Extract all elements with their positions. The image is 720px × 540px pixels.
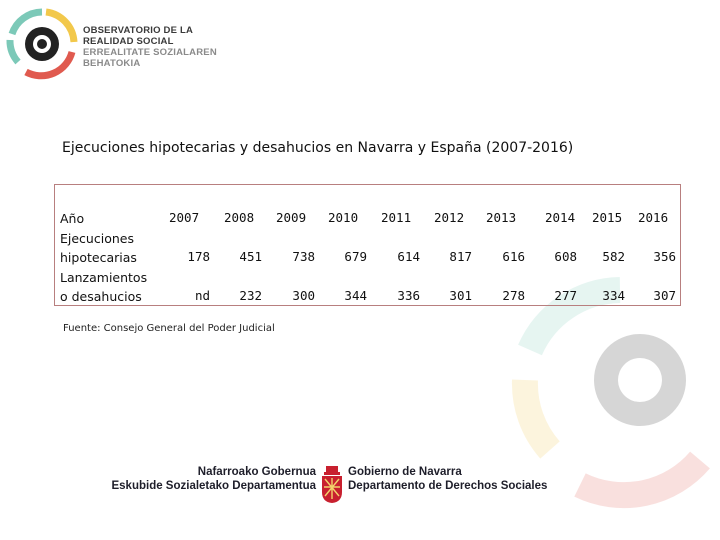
table-cell: 307 [653,288,676,303]
year-cell: 2010 [328,210,359,225]
table-cell: 451 [239,249,262,264]
year-cell: 2008 [224,210,255,225]
footer-right-line-2: Departamento de Derechos Sociales [348,480,548,492]
org-line-2: REALIDAD SOCIAL [83,36,174,47]
watermark-logo-icon [511,277,710,509]
table-cell: 608 [554,249,577,264]
year-cell: 2015 [592,210,623,225]
org-line-4: BEHATOKIA [83,58,141,69]
table-cell: 679 [344,249,367,264]
table-cell: 616 [502,249,525,264]
page-title: Ejecuciones hipotecarias y desahucios en… [62,140,574,156]
organization-name: OBSERVATORIO DE LA REALIDAD SOCIAL ERREA… [83,25,217,69]
year-cell: 2007 [169,210,200,225]
table-cell: 614 [397,249,420,264]
row-label-ejecuciones-2: hipotecarias [60,250,137,265]
footer-right-line-1: Gobierno de Navarra [348,466,462,478]
table-cell: 178 [187,249,210,264]
table-cell: 344 [344,288,367,303]
table-cell: 356 [653,249,676,264]
table-cell: 336 [397,288,420,303]
table-cell: 301 [449,288,472,303]
footer-left-line-1: Nafarroako Gobernua [197,466,316,478]
table-cell: 300 [292,288,315,303]
year-cell: 2014 [545,210,576,225]
year-cell: 2009 [276,210,307,225]
year-cell: 2013 [486,210,517,225]
footer-spanish-text: Gobierno de Navarra Departamento de Dere… [348,465,547,493]
data-table [54,184,681,306]
org-line-3: ERREALITATE SOZIALAREN [83,47,217,58]
year-cell: 2011 [381,210,412,225]
observatory-logo-icon [6,8,78,80]
year-header-label: Año [60,211,85,226]
table-cell: 582 [602,249,625,264]
table-cell: nd [194,288,210,303]
row-label-lanzamientos-1: Lanzamientos [60,269,148,285]
table-cell: 817 [449,249,472,264]
footer-left-line-2: Eskubide Sozialetako Departamentua [111,480,316,492]
footer-basque-text: Nafarroako Gobernua Eskubide Sozialetako… [111,465,316,493]
table-cell: 334 [602,288,625,303]
table-cell: 232 [239,288,262,303]
table-cell: 277 [554,288,577,303]
source-note: Fuente: Consejo General del Poder Judici… [63,323,275,334]
year-cell: 2016 [638,210,669,225]
navarra-crest-icon [322,466,342,503]
org-line-1: OBSERVATORIO DE LA [83,25,194,36]
year-cell: 2012 [434,210,465,225]
row-label-ejecuciones-1: Ejecuciones [60,230,134,246]
table-cell: 738 [292,249,315,264]
row-label-lanzamientos-2: o desahucios [60,289,142,304]
table-cell: 278 [502,288,525,303]
